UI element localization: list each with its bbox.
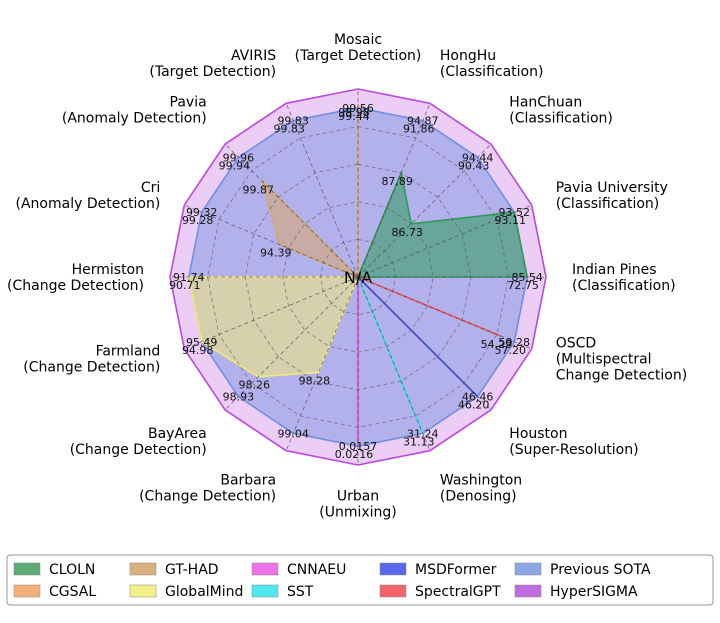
value-label: 87.89 [381,175,413,188]
value-label: 86.73 [391,226,423,239]
value-label: 99.83 [273,123,305,136]
value-label: 0.0216 [335,448,374,461]
axis-name-bayarea: BayArea (Change Detection) [70,426,207,458]
axis-name-indian-pines: Indian Pines (Classification) [572,262,676,294]
outer-value-urban: 0.0157 [339,440,378,453]
value-label: 54.29 [481,338,513,351]
outer-value-cri: 99.32 [186,206,218,219]
outer-value-pavia: 99.96 [223,151,255,164]
value-label: 99.44 [338,110,370,123]
axis-name-hermiston: Hermiston (Change Detection) [7,262,144,294]
axis-name-mosaic: Mosaic (Target Detection) [295,32,422,64]
outer-value-hanchuan: 94.44 [462,151,494,164]
axis-name-aviris: AVIRIS (Target Detection) [149,48,276,80]
value-label: 90.71 [169,279,201,292]
outer-value-aviris: 99.83 [277,115,309,128]
value-label: 93.11 [495,214,527,227]
axis-name-hanchuan: HanChuan (Classification) [509,95,613,127]
value-labels: 87.89 86.73 72.75 98.98 94.39 99.87 98.28 98.26… [169,106,539,461]
value-label: 57.20 [495,344,527,357]
outer-value-hermiston: 91.74 [173,271,205,284]
legend-swatch-hypersigma [514,584,542,598]
axis-name-pavia: Pavia (Anomaly Detection) [62,95,207,127]
legend-swatch-previous-sota [514,562,542,576]
legend-swatch-spectralgpt [379,584,407,598]
value-label: 99.87 [243,183,275,196]
value-label: 46.20 [458,399,490,412]
outer-value-barbara: 99.04 [277,427,309,440]
outer-value-indian-pines: 85.54 [511,271,543,284]
outer-value-honghu: 94.87 [407,115,439,128]
spoke-barbara [285,276,359,451]
legend-label-hypersigma: HyperSIGMA [550,584,638,600]
legend-swatch-msdformer [379,562,407,576]
outer-value-washington: 31.24 [407,427,439,440]
value-label: 99.28 [182,214,214,227]
axis-names: Mosaic (Target Detection) HongHu (Classific… [7,32,687,521]
spoke-pavia-university [357,204,532,278]
value-label: 90.43 [458,159,490,172]
spoke-cri [184,204,359,278]
legend-swatch-cgsal [13,584,41,598]
value-label: 31.13 [403,435,435,448]
legend-label-spectralgpt: SpectralGPT [415,584,501,600]
legend-swatch-sst [251,584,279,598]
value-label: 94.39 [260,247,292,260]
spoke-pavia [224,143,359,278]
value-label: 98.98 [338,106,370,119]
center-label-group: N/A [344,268,372,287]
outer-value-oscd: 59.28 [499,336,531,349]
value-label: 72.75 [507,279,539,292]
axis-name-pavia-university: Pavia University (Classification) [556,180,668,212]
spoke-washington [357,276,431,451]
outer-value-pavia-university: 93.52 [499,206,531,219]
legend-label-msdformer: MSDFormer [415,562,497,578]
legend: CLOLN CGSAL GT-HAD GlobalMind CNNAEU SST MSDFo… [6,554,714,606]
legend-swatch-cnnaeu [251,562,279,576]
spoke-honghu [357,103,431,278]
value-label: 98.26 [239,379,271,392]
legend-swatch-globalmind [129,584,157,598]
legend-swatch-cloln [13,562,41,576]
legend-label-globalmind: GlobalMind [165,584,243,600]
axis-name-washington: Washington (Denosing) [440,472,522,504]
outer-value-mosaic: 99.56 [342,102,374,115]
spoke-houston [357,276,492,411]
legend-swatch-gt-had [129,562,157,576]
axis-name-cri: Cri (Anomaly Detection) [16,180,161,212]
axis-name-barbara: Barbara (Change Detection) [139,472,276,504]
legend-label-previous-sota: Previous SOTA [550,562,651,578]
legend-label-cloln: CLOLN [49,562,95,578]
legend-label-cnnaeu: CNNAEU [287,562,346,578]
axis-name-honghu: HongHu (Classification) [440,48,544,80]
spoke-bayarea [224,276,359,411]
legend-label-sst: SST [287,584,314,600]
value-label: 91.86 [403,123,435,136]
grid-ring-2 [282,201,434,353]
radar-grid [170,89,546,465]
legend-label-gt-had: GT-HAD [165,562,219,578]
spoke-hanchuan [357,143,492,278]
value-label: 98.28 [299,375,331,388]
spoke-aviris [285,103,359,278]
axis-name-farmland: Farmland (Change Detection) [23,344,160,376]
axis-name-houston: Houston (Super-Resolution) [509,426,638,458]
legend-label-cgsal: CGSAL [49,584,96,600]
center-label: N/A [344,268,372,287]
outer-value-labels: 99.56 94.87 94.44 93.52 85.54 59.28 46.46 31.24… [173,102,543,453]
spoke-farmland [184,276,359,350]
outer-value-farmland: 95.49 [186,336,218,349]
value-label: 94.98 [182,344,214,357]
axis-name-oscd: OSCD (Multispectral Change Detection) [556,336,688,384]
outer-value-houston: 46.46 [462,391,494,404]
spoke-oscd [357,276,532,350]
value-label: 99.94 [219,159,251,172]
axis-name-urban: Urban (Unmixing) [319,489,397,521]
outer-value-bayarea: 98.93 [223,391,255,404]
